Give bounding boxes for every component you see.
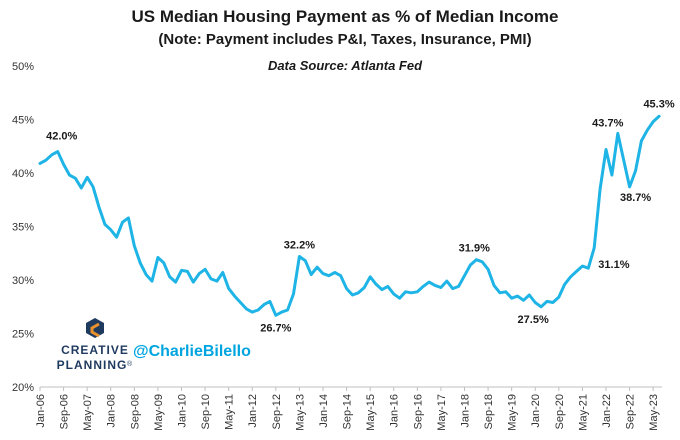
series-group xyxy=(38,114,661,317)
data-label: 31.1% xyxy=(598,259,629,271)
y-tick-label: 40% xyxy=(12,168,34,180)
chart-subtitle: (Note: Payment includes P&I, Taxes, Insu… xyxy=(158,31,531,48)
x-tick-label: Jan-14 xyxy=(318,394,330,428)
x-tick-label: May-13 xyxy=(294,394,306,431)
author-handle: @CharlieBilello xyxy=(133,343,251,360)
data-label: 43.7% xyxy=(592,117,623,129)
data-label: 26.7% xyxy=(260,322,291,334)
x-tick-label: May-17 xyxy=(436,394,448,431)
x-tick-label: Jan-16 xyxy=(389,394,401,428)
x-tick-label: Jan-12 xyxy=(247,394,259,428)
data-label: 27.5% xyxy=(518,314,549,326)
y-tick-label: 20% xyxy=(12,382,34,394)
x-tick-label: Jan-08 xyxy=(106,394,118,428)
x-tick-label: May-23 xyxy=(648,394,660,431)
x-tick-label: May-09 xyxy=(153,394,165,431)
annotations: 42.0% 26.7% 32.2% 31.9% 27.5% 31.1% 43.7% 38.7%… xyxy=(46,98,675,334)
x-tick-label: Sep-16 xyxy=(412,394,424,429)
x-axis-ticks: Jan-06 Sep-06 May-07 Jan-08 Sep-08 May-09 Jan-… xyxy=(35,387,660,431)
x-tick-label: Jan-06 xyxy=(35,394,47,428)
x-tick-label: May-21 xyxy=(577,394,589,431)
x-tick-label: May-19 xyxy=(507,394,519,431)
x-tick-label: Sep-10 xyxy=(200,394,212,429)
y-axis-ticks: 20% 25% 30% 35% 40% 45% 50% xyxy=(12,61,34,394)
x-tick-label: May-15 xyxy=(365,394,377,431)
creative-planning-logo xyxy=(86,318,104,338)
y-tick-label: 50% xyxy=(12,61,34,73)
y-tick-label: 35% xyxy=(12,222,34,234)
data-label: 38.7% xyxy=(620,192,651,204)
x-tick-label: Jan-18 xyxy=(459,394,471,428)
x-tick-label: Sep-06 xyxy=(59,394,71,429)
trademark-mark: ® xyxy=(127,360,133,368)
brand-line-2: PLANNING xyxy=(57,358,128,372)
brand-line-1: CREATIVE xyxy=(61,343,129,357)
x-tick-label: May-07 xyxy=(82,394,94,431)
x-tick-label: Sep-12 xyxy=(271,394,283,429)
chart-title: US Median Housing Payment as % of Median… xyxy=(132,7,559,26)
y-tick-label: 30% xyxy=(12,275,34,287)
x-tick-label: Sep-22 xyxy=(625,394,637,429)
data-label: 45.3% xyxy=(643,98,674,110)
series-line xyxy=(38,114,661,317)
x-tick-label: Jan-22 xyxy=(601,394,613,428)
y-tick-label: 25% xyxy=(12,329,34,341)
data-source: Data Source: Atlanta Fed xyxy=(268,58,423,73)
x-tick-label: Sep-18 xyxy=(483,394,495,429)
x-tick-label: Jan-20 xyxy=(530,394,542,428)
x-tick-label: Jan-10 xyxy=(176,394,188,428)
y-tick-label: 45% xyxy=(12,115,34,127)
data-label: 32.2% xyxy=(284,239,315,251)
x-tick-label: Sep-08 xyxy=(129,394,141,429)
data-label: 42.0% xyxy=(46,131,77,143)
logo-accent-icon xyxy=(90,322,100,338)
x-tick-label: May-11 xyxy=(224,394,236,430)
x-tick-label: Sep-14 xyxy=(342,394,354,429)
x-tick-label: Sep-20 xyxy=(554,394,566,429)
data-label: 31.9% xyxy=(459,243,490,255)
